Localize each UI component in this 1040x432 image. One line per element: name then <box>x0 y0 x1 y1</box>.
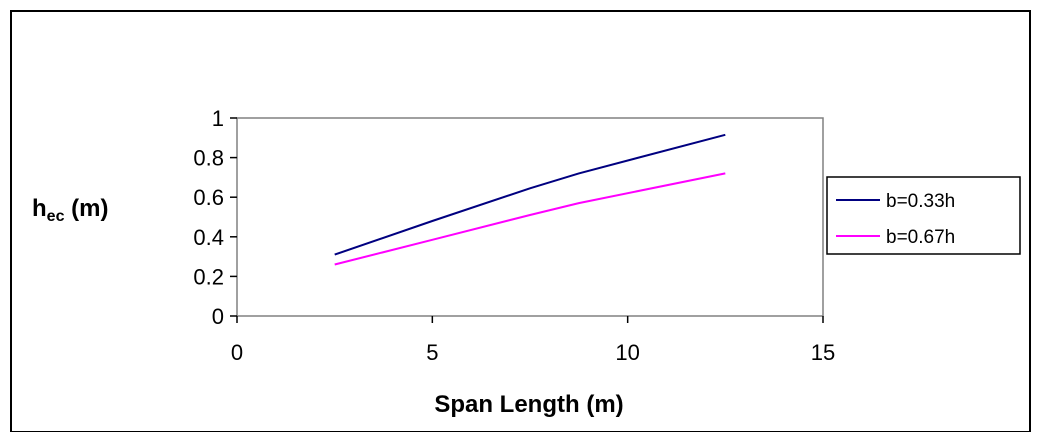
y-axis-label-subscript: ec <box>47 208 65 225</box>
legend-label-1: b=0.33h <box>886 191 955 212</box>
legend-label-2: b=0.67h <box>886 227 955 248</box>
y-axis: 0 0.2 0.4 0.6 0.8 1 <box>193 106 237 329</box>
y-tick-label: 0.2 <box>193 264 224 289</box>
y-tick-label: 0.6 <box>193 185 224 210</box>
series-layer <box>334 133 726 266</box>
y-tick-label: 0.8 <box>193 146 224 171</box>
series-line-2 <box>334 172 726 266</box>
y-axis-label-unit: (m) <box>64 195 108 222</box>
y-axis-label-main: h <box>32 195 47 222</box>
y-tick-label: 0 <box>212 304 224 329</box>
series-line-1 <box>334 133 726 256</box>
x-tick-label: 10 <box>615 340 639 365</box>
plot-area <box>236 117 824 317</box>
y-tick-label: 0.4 <box>193 225 224 250</box>
legend: b=0.33h b=0.67h <box>826 176 1021 255</box>
x-axis-label: Span Length (m) <box>434 391 623 418</box>
y-tick-label: 1 <box>212 106 224 131</box>
legend-box <box>826 176 1021 255</box>
y-axis-label: hec (m) <box>32 195 108 225</box>
x-tick-label: 15 <box>811 340 835 365</box>
x-tick-label: 5 <box>426 340 438 365</box>
x-axis: 0 5 10 15 <box>231 316 835 365</box>
x-tick-label: 0 <box>231 340 243 365</box>
